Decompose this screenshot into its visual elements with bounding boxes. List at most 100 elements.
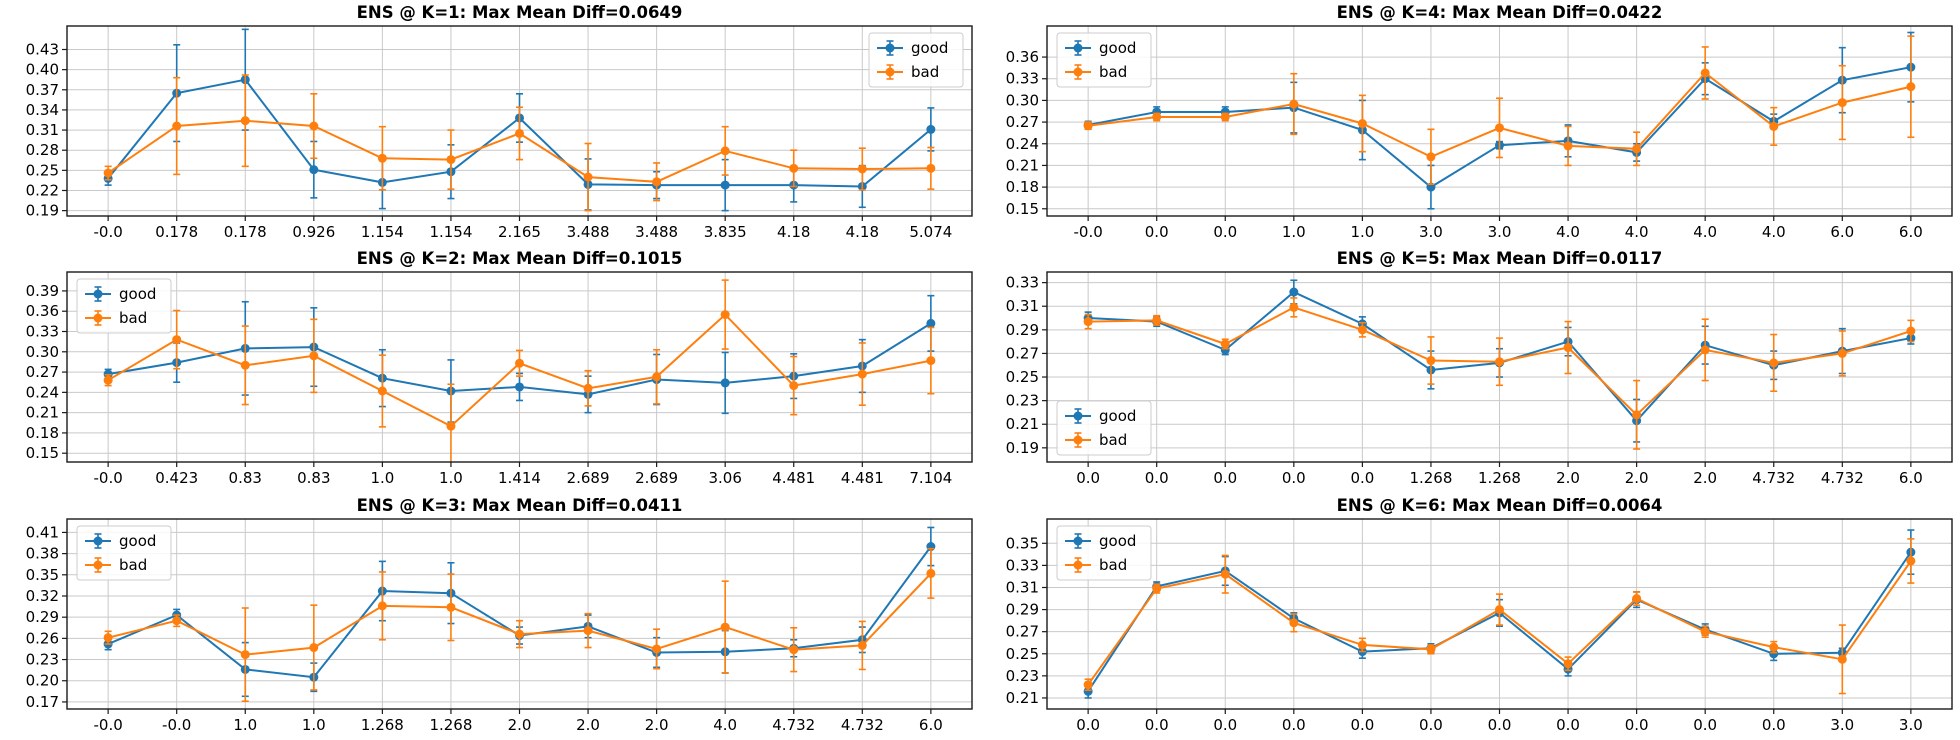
data-point <box>583 172 593 182</box>
data-point <box>1906 326 1916 336</box>
x-tick-label: -0.0 <box>93 223 122 241</box>
data-point <box>926 356 936 366</box>
data-point <box>926 568 936 578</box>
x-tick-label: 6.0 <box>919 716 943 734</box>
y-tick-label: 0.27 <box>1006 113 1039 131</box>
data-point <box>926 124 936 134</box>
y-tick-label: 0.25 <box>26 161 59 179</box>
x-tick-label: 4.481 <box>772 469 815 487</box>
data-point <box>1289 287 1299 297</box>
y-tick-label: 0.37 <box>26 81 59 99</box>
x-tick-label: 1.268 <box>429 716 472 734</box>
x-tick-label: 3.06 <box>708 469 741 487</box>
axis-labels: 0.21 0.23 0.25 0.27 0.29 0.31 0.33 0.35 0.0 0.0 0.… <box>1006 534 1923 734</box>
data-point <box>1837 348 1847 358</box>
data-point <box>1700 345 1710 355</box>
x-tick-label: 1.0 <box>370 469 394 487</box>
x-tick-label: 4.0 <box>1762 223 1786 241</box>
series-bad <box>1083 297 1916 450</box>
data-point <box>1563 659 1573 669</box>
x-tick-label: 1.268 <box>1478 469 1521 487</box>
y-tick-label: 0.31 <box>26 121 59 139</box>
y-tick-label: 0.25 <box>1006 368 1039 386</box>
data-point <box>652 644 662 654</box>
y-tick-label: 0.39 <box>26 282 59 300</box>
x-tick-label: 0.83 <box>297 469 330 487</box>
series-layer <box>103 279 936 462</box>
plot-border <box>66 271 973 463</box>
x-tick-label: 4.18 <box>846 223 879 241</box>
chart-title: ENS @ K=5: Max Mean Diff=0.0117 <box>1336 249 1663 268</box>
chart-panel-k4: ENS @ K=4: Max Mean Diff=0.0422 0.15 0.18… <box>980 0 1960 246</box>
x-tick-label: 0.926 <box>292 223 335 241</box>
x-tick-label: 0.0 <box>1282 716 1306 734</box>
y-tick-label: 0.30 <box>26 343 59 361</box>
y-tick-label: 0.19 <box>1006 439 1039 457</box>
legend-label: bad <box>119 309 147 327</box>
chart-canvas: 0.15 0.18 0.21 0.24 0.27 0.30 0.33 0.36 0.39 -0.0… <box>26 271 973 487</box>
y-tick-label: 0.21 <box>26 404 59 422</box>
y-tick-label: 0.15 <box>26 444 59 462</box>
chart-canvas: 0.19 0.22 0.25 0.28 0.31 0.34 0.37 0.40 0.43 -0.0… <box>26 25 973 241</box>
legend: good bad <box>76 525 172 581</box>
x-tick-label: -0.0 <box>93 716 122 734</box>
data-point <box>1632 594 1642 604</box>
x-tick-label: 1.0 <box>302 716 326 734</box>
y-tick-label: 0.34 <box>26 101 59 119</box>
data-point <box>1837 654 1847 664</box>
x-tick-label: 0.0 <box>1145 716 1169 734</box>
legend-label: bad <box>911 63 939 81</box>
data-point <box>515 382 524 392</box>
data-point <box>377 386 387 396</box>
y-tick-label: 0.43 <box>26 40 59 58</box>
x-tick-label: 0.0 <box>1419 716 1443 734</box>
x-tick-label: 4.0 <box>713 716 737 734</box>
data-point <box>1700 627 1710 637</box>
data-point <box>1152 112 1162 122</box>
data-point <box>1357 640 1367 650</box>
y-tick-label: 0.23 <box>1006 392 1039 410</box>
plot-border <box>66 25 973 217</box>
y-tick-label: 0.15 <box>1006 200 1039 218</box>
legend: good bad <box>1056 525 1152 581</box>
data-point <box>309 643 319 653</box>
x-tick-label: 2.0 <box>508 716 532 734</box>
y-tick-label: 0.27 <box>1006 623 1039 641</box>
x-tick-label: 4.0 <box>1556 223 1580 241</box>
data-point <box>172 616 182 626</box>
x-tick-label: 3.0 <box>1899 716 1923 734</box>
data-point <box>857 369 867 379</box>
data-point <box>172 121 182 131</box>
data-point <box>1906 82 1916 92</box>
series-layer <box>1083 529 1916 699</box>
x-tick-label: 4.0 <box>1625 223 1649 241</box>
x-tick-label: 0.0 <box>1282 469 1306 487</box>
x-tick-label: 6.0 <box>1899 223 1923 241</box>
legend: good bad <box>868 32 964 88</box>
chart-canvas: 0.15 0.18 0.21 0.24 0.27 0.30 0.33 0.36 -0.0 0.0 0… <box>1006 25 1953 241</box>
plot-border <box>1046 518 1953 710</box>
series-bad <box>103 279 936 462</box>
data-point <box>1426 152 1436 162</box>
chart-canvas: 0.21 0.23 0.25 0.27 0.29 0.31 0.33 0.35 0.0 0.0 0.… <box>1006 518 1953 734</box>
data-point <box>240 360 250 370</box>
x-tick-label: 3.488 <box>567 223 610 241</box>
series-bad <box>103 74 936 212</box>
data-point <box>1769 121 1779 131</box>
data-point <box>1495 605 1504 615</box>
x-tick-label: 0.0 <box>1213 223 1237 241</box>
data-point <box>1083 121 1093 131</box>
legend: good bad <box>1056 32 1152 88</box>
data-point <box>240 116 250 126</box>
data-point <box>1769 642 1779 652</box>
y-tick-label: 0.25 <box>1006 645 1039 663</box>
x-tick-label: -0.0 <box>1073 223 1102 241</box>
y-tick-label: 0.35 <box>26 566 59 584</box>
legend-label: good <box>1099 407 1136 425</box>
y-tick-label: 0.23 <box>26 651 59 669</box>
data-point <box>309 121 319 131</box>
data-point <box>1426 644 1436 654</box>
y-tick-label: 0.22 <box>26 181 59 199</box>
x-tick-label: 0.83 <box>229 469 262 487</box>
x-tick-label: 1.268 <box>361 716 404 734</box>
